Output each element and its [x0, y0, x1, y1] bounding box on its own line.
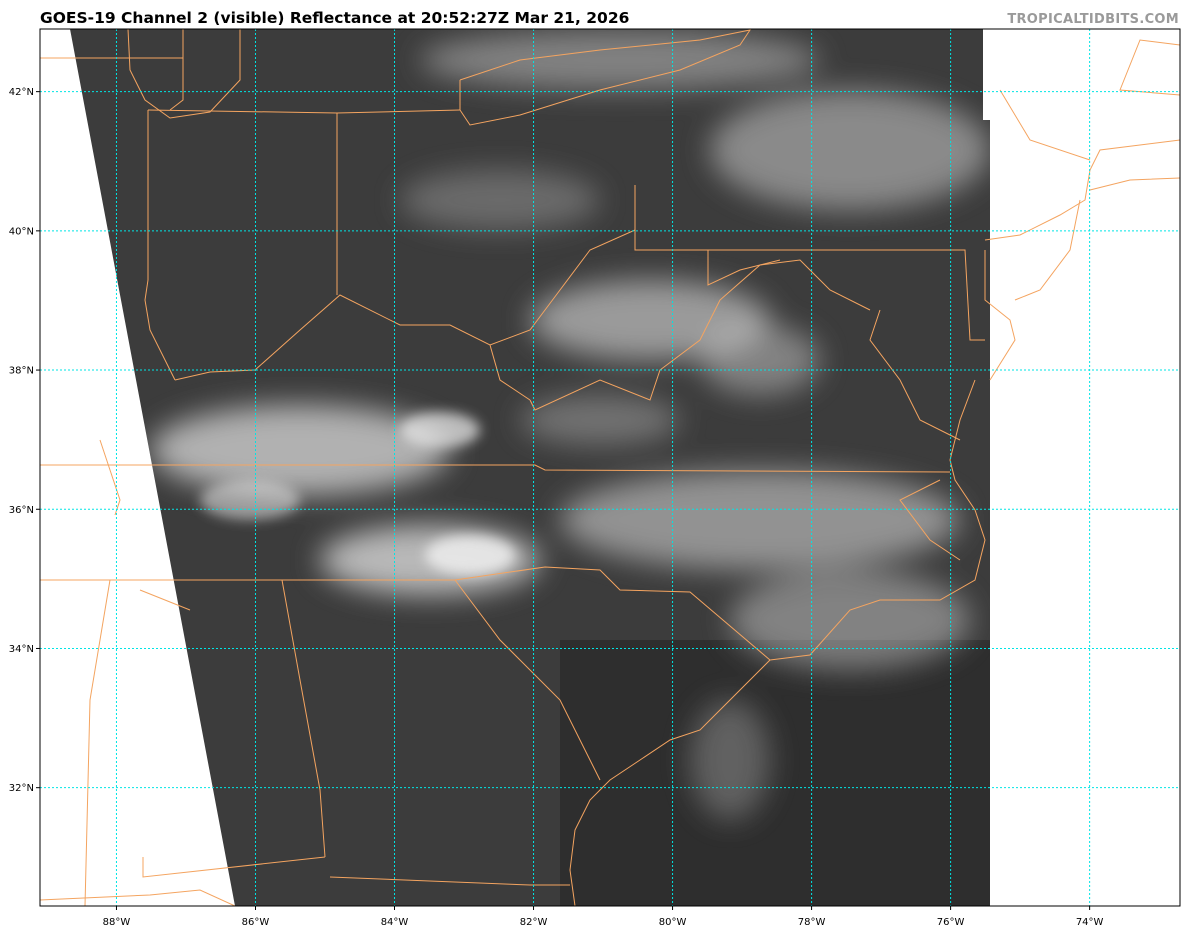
lon-label: 88°W	[103, 917, 131, 928]
lon-label: 80°W	[659, 917, 687, 928]
graticule	[40, 29, 1180, 906]
axis-ticks: 88°W 86°W 84°W 82°W 80°W 78°W 76°W 74°W 32°N 34°N…	[9, 87, 1104, 928]
satellite-imagery	[70, 29, 990, 906]
lat-label: 36°N	[9, 505, 34, 516]
lat-label: 32°N	[9, 783, 34, 794]
watermark: TROPICALTIDBITS.COM	[1007, 12, 1179, 27]
lon-label: 76°W	[937, 917, 965, 928]
lon-label: 82°W	[520, 917, 548, 928]
state-borders-and-coastlines	[40, 29, 1180, 906]
lat-label: 34°N	[9, 644, 34, 655]
lon-label: 78°W	[798, 917, 826, 928]
lon-label: 84°W	[381, 917, 409, 928]
lon-label: 86°W	[242, 917, 270, 928]
lat-label: 38°N	[9, 366, 34, 377]
lon-label: 74°W	[1076, 917, 1104, 928]
lat-label: 42°N	[9, 87, 34, 98]
lat-label: 40°N	[9, 226, 34, 237]
map-frame	[39, 28, 1181, 907]
map-title: GOES-19 Channel 2 (visible) Reflectance …	[40, 9, 630, 27]
